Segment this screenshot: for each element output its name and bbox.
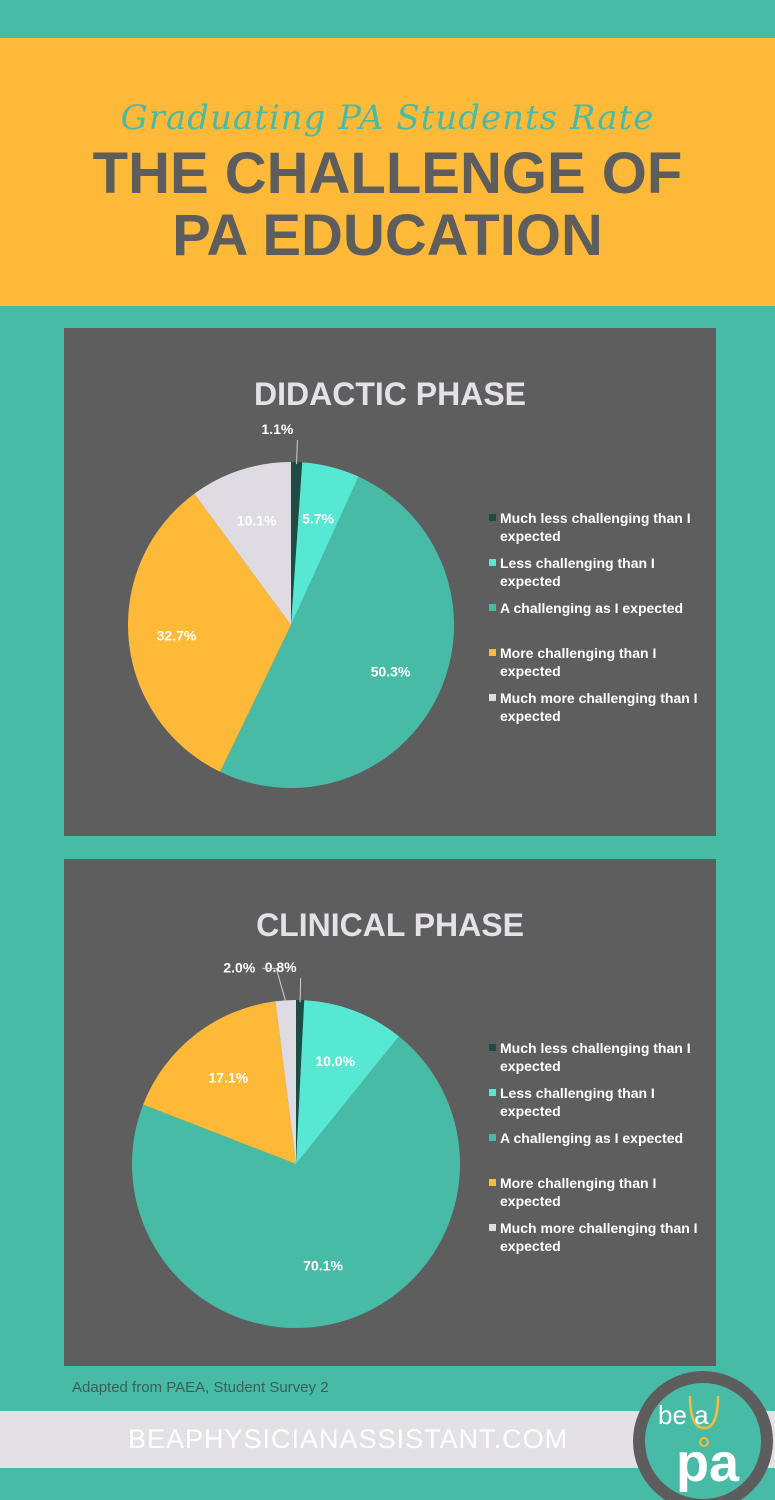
leader-line-much-more [262,967,287,1003]
legend-item-much-less: Much less challenging than I expected [489,509,704,545]
leader-line-much-less [299,978,302,1003]
pie-slice-much-less [296,1000,305,1164]
legend-swatch-much-less [489,1044,496,1051]
didactic-pie-chart: 1.1% 5.7% 50.3% 32.7% 10.1% [128,421,455,789]
legend-item-more: More challenging than I expected [489,1174,704,1210]
source-note: Adapted from PAEA, Student Survey 2 [72,1379,329,1396]
legend-item-more: More challenging than I expected [489,644,704,680]
be-a-pa-logo: be a pa [633,1371,773,1500]
legend-label: Much more challenging than I expected [500,690,698,724]
legend-item-less: Less challenging than I expected [489,554,704,590]
logo-inner-circle [645,1383,761,1499]
legend-label: Much less challenging than I expected [500,1040,691,1074]
slice-label-less: 5.7% [302,510,334,526]
pie-slice-as-expected [131,1036,460,1328]
legend-label: Much more challenging than I expected [500,1220,698,1254]
legend-item-much-less: Much less challenging than I expected [489,1039,704,1075]
pie-slice-as-expected [220,476,455,789]
slice-label-as-expected: 50.3% [371,664,411,680]
legend-swatch-as-expected [489,604,496,611]
pie-slice-more [143,1001,296,1164]
legend-swatch-much-more [489,1224,496,1231]
legend-swatch-much-less [489,514,496,521]
pie-slice-much-less [291,462,303,625]
title-line-1: THE CHALLENGE OF [92,141,683,206]
pie-slice-more [128,493,291,772]
stethoscope-icon [688,1395,720,1430]
pie-slice-much-more [194,462,291,625]
logo-text-top: be a [658,1400,709,1430]
clinical-pie-chart: 0.8% 10.0% 70.1% 17.1% 2.0% [131,959,460,1328]
slice-label-more: 17.1% [208,1069,248,1085]
slice-label-as-expected: 70.1% [303,1257,343,1273]
legend-swatch-much-more [489,694,496,701]
stethoscope-chest-piece-icon [699,1437,709,1447]
slice-label-more: 32.7% [157,628,197,644]
clinical-phase-panel: CLINICAL PHASE 0.8% 10.0% 70.1% 17.1% 2.0% M… [64,859,716,1366]
pie-slice-much-more [275,1000,296,1164]
legend-label: Less challenging than I expected [500,555,655,589]
slice-label-much-less: 1.1% [261,421,293,437]
pie-slice-less [291,462,359,625]
legend-item-as-expected: A challenging as I expected [489,1129,704,1147]
legend-label: A challenging as I expected [500,1130,684,1146]
legend-item-much-more: Much more challenging than I expected [489,1219,704,1255]
legend-swatch-as-expected [489,1134,496,1141]
logo-text-bottom: pa [676,1433,740,1493]
legend-item-as-expected: A challenging as I expected [489,599,704,617]
legend-label: A challenging as I expected [500,600,684,616]
legend-swatch-more [489,649,496,656]
legend-label: Less challenging than I expected [500,1085,655,1119]
legend-item-much-more: Much more challenging than I expected [489,689,704,725]
didactic-phase-title: DIDACTIC PHASE [253,376,526,412]
legend-label: Much less challenging than I expected [500,510,691,544]
subtitle: Graduating PA Students Rate [120,98,655,138]
legend-item-less: Less challenging than I expected [489,1084,704,1120]
legend-label: More challenging than I expected [500,645,657,679]
title-line-2: PA EDUCATION [172,203,603,268]
website-link[interactable]: BEAPHYSICIANASSISTANT.COM [128,1424,569,1454]
legend-swatch-more [489,1179,496,1186]
legend-label: More challenging than I expected [500,1175,657,1209]
legend-swatch-less [489,559,496,566]
didactic-phase-panel: DIDACTIC PHASE 1.1% 5.7% 50.3% 32.7% 10.1% M… [64,328,716,836]
header-banner [0,38,775,306]
leader-line-much-less [296,440,298,465]
pie-slice-less [296,1000,399,1164]
clinical-phase-title: CLINICAL PHASE [256,907,524,943]
slice-label-less: 10.0% [315,1053,355,1069]
slice-label-much-less: 0.8% [265,959,297,975]
legend-swatch-less [489,1089,496,1096]
slice-label-much-more: 2.0% [223,959,255,975]
slice-label-much-more: 10.1% [237,513,277,529]
